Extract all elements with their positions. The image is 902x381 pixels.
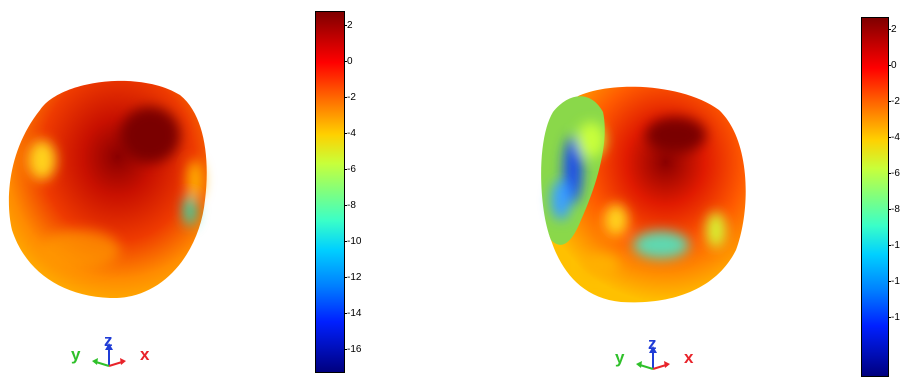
- colorbar-tick: -8: [344, 200, 356, 211]
- colorbar-tick: -12: [343, 272, 362, 283]
- colorbar-tick: -10: [343, 236, 362, 247]
- axes-arrows-left: [92, 343, 126, 367]
- colorbar-tick: 2: [344, 20, 353, 31]
- colorbar-left: [315, 11, 345, 373]
- colorbar-left-ticks: 2 0 -2 -4 -6 -8 -10 -12 -14 -16: [343, 11, 384, 371]
- colorbar-tick: -6: [888, 168, 900, 179]
- blob-right-patches: [551, 117, 726, 275]
- colorbar-tick: -1: [888, 312, 900, 323]
- surface-render-left: [8, 80, 207, 299]
- figure-panel-right: 2 0 -2 -4 -6 -8 -1 -1 -1 y z x: [451, 0, 902, 381]
- colorbar-tick: -14: [343, 308, 362, 319]
- blob-left: [8, 80, 207, 299]
- axis-label-y: y: [615, 348, 625, 367]
- colorbar-right: [861, 17, 889, 377]
- axes-triad-left: y z x: [68, 332, 158, 372]
- axis-label-z: z: [648, 334, 657, 353]
- axes-triad-right: y z x: [612, 335, 702, 375]
- colorbar-tick: -4: [888, 132, 900, 143]
- colorbar-tick: 2: [888, 24, 897, 35]
- surface-render-right: [541, 86, 746, 303]
- blob-left-patches: [28, 107, 203, 270]
- axes-arrows-right: [636, 346, 670, 370]
- axis-label-x: x: [684, 348, 694, 367]
- colorbar-tick: -1: [888, 240, 900, 251]
- colorbar-tick: -1: [888, 276, 900, 287]
- colorbar-tick: 0: [344, 56, 353, 67]
- axis-label-z: z: [104, 331, 113, 350]
- colorbar-tick: -2: [344, 92, 356, 103]
- colorbar-tick: -4: [344, 128, 356, 139]
- figure-panel-left: 2 0 -2 -4 -6 -8 -10 -12 -14 -16 y z x: [8, 11, 384, 373]
- colorbar-tick: 0: [888, 60, 897, 71]
- axis-label-y: y: [71, 345, 81, 364]
- colorbar-tick: -16: [343, 344, 362, 355]
- axis-label-x: x: [140, 345, 150, 364]
- colorbar-tick: -2: [888, 96, 900, 107]
- colorbar-tick: -8: [888, 204, 900, 215]
- colorbar-right-ticks: 2 0 -2 -4 -6 -8 -1 -1 -1: [888, 17, 902, 375]
- colorbar-tick: -6: [344, 164, 356, 175]
